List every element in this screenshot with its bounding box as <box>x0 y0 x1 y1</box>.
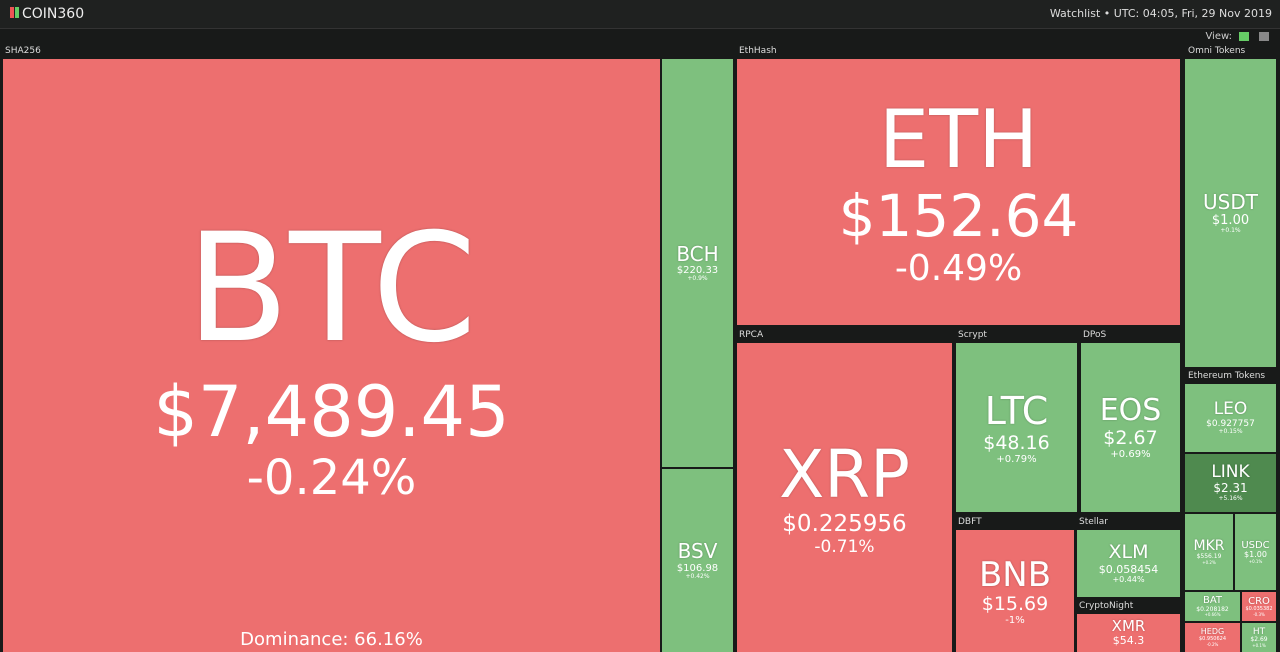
coin-symbol: ETH <box>878 92 1039 186</box>
coin-price: $106.98 <box>676 562 719 574</box>
coin-tile[interactable]: CRO $0.035382 -0.3% <box>1242 592 1276 621</box>
coin-tile[interactable]: BAT $0.208182 +0.66% <box>1185 592 1240 621</box>
coin-change: +0.79% <box>996 453 1037 465</box>
coin-change: +0.69% <box>1110 449 1151 461</box>
coin-change: +0.15% <box>1218 428 1243 436</box>
group-label: Scrypt <box>958 330 987 340</box>
coin-price: $0.058454 <box>1098 562 1159 576</box>
coin-change: -1% <box>1005 615 1025 627</box>
coin-tile[interactable]: USDT $1.00 +0.1% <box>1185 59 1276 367</box>
view-treemap[interactable] <box>1239 32 1249 41</box>
logo[interactable]: COIN360 <box>10 6 84 22</box>
coin-price: $220.33 <box>676 265 719 277</box>
coin-price: $1.00 <box>1244 549 1267 559</box>
group-label: EthHash <box>739 46 777 56</box>
coin-symbol: LTC <box>984 389 1049 433</box>
coin-price: $2.69 <box>1250 635 1268 643</box>
coin-change: +5.16% <box>1218 494 1243 502</box>
coin-symbol: MKR <box>1193 537 1225 554</box>
coin-tile[interactable]: XRP $0.225956 -0.71% <box>737 343 952 652</box>
coin-tile[interactable]: XLM $0.058454 +0.44% <box>1077 530 1180 597</box>
coin-symbol: LINK <box>1211 462 1250 483</box>
coin-tile[interactable]: EOS $2.67 +0.69% <box>1081 343 1180 512</box>
group-label: SHA256 <box>5 46 41 56</box>
coin-price: $0.927757 <box>1206 419 1255 430</box>
coin-tile[interactable]: MKR $556.19 +0.2% <box>1185 514 1233 590</box>
logo-text[interactable]: COIN360 <box>22 6 85 22</box>
coin-symbol: BSV <box>677 539 718 564</box>
coin-price: $0.035382 <box>1245 606 1273 613</box>
status: Watchlist • UTC: 04:05, Fri, 29 Nov 2019 <box>1049 7 1272 20</box>
coin-tile[interactable]: BCH $220.33 +0.9% <box>662 59 733 467</box>
coin-price: $0.208182 <box>1196 605 1229 613</box>
coin-change: -0.3% <box>1253 611 1265 617</box>
coin-symbol: XLM <box>1108 541 1149 564</box>
coin-tile[interactable]: XMR $54.3 <box>1077 614 1180 652</box>
coin-symbol: XRP <box>779 436 910 514</box>
coin-price: $2.67 <box>1103 427 1158 450</box>
coin-price: $15.69 <box>981 592 1049 615</box>
coin-price: $0.225956 <box>782 511 907 538</box>
group-label: Omni Tokens <box>1188 46 1246 56</box>
coin-price: $556.19 <box>1196 553 1222 561</box>
coin-tile[interactable]: LTC $48.16 +0.79% <box>956 343 1077 512</box>
coin-tile[interactable]: ETH $152.64 -0.49% <box>737 59 1180 325</box>
coin-price: $1.00 <box>1211 212 1250 228</box>
coin-symbol: HEDG <box>1200 626 1225 636</box>
group-label: RPCA <box>739 330 764 340</box>
coin-tile[interactable]: BNB $15.69 -1% <box>956 530 1074 652</box>
coin-symbol: BCH <box>676 241 719 266</box>
coin-change: +0.1% <box>1248 558 1263 564</box>
coin-change: -0.2% <box>1206 641 1219 647</box>
coin-change: +0.42% <box>685 572 710 580</box>
group-label: Stellar <box>1079 517 1108 527</box>
coin-change: +0.44% <box>1112 574 1145 584</box>
coin-tile[interactable]: LINK $2.31 +5.16% <box>1185 454 1276 512</box>
coin-symbol: HT <box>1252 626 1266 637</box>
coin-change: -0.24% <box>246 449 417 506</box>
coin-change: +0.2% <box>1202 559 1216 565</box>
coin-change: +0.66% <box>1204 612 1221 618</box>
view-label: View: <box>1205 31 1232 42</box>
coin-symbol: CRO <box>1248 595 1270 607</box>
group-label: CryptoNight <box>1079 601 1134 611</box>
coin-symbol: XMR <box>1111 617 1146 636</box>
coin-change: -0.71% <box>814 536 875 557</box>
coin-tile[interactable]: BSV $106.98 +0.42% <box>662 469 733 652</box>
coin-price: $152.64 <box>838 182 1079 251</box>
coin-symbol: BNB <box>978 554 1052 595</box>
coin-price: $48.16 <box>983 431 1050 454</box>
coin-symbol: EOS <box>1099 393 1162 429</box>
coin-tile[interactable]: USDC $1.00 +0.1% <box>1235 514 1276 590</box>
coin-price: $54.3 <box>1112 634 1145 648</box>
coin-price: $7,489.45 <box>153 371 510 454</box>
coin-symbol: BAT <box>1202 595 1223 607</box>
coin-symbol: LEO <box>1213 399 1248 420</box>
coin-tile[interactable]: BTC $7,489.45 -0.24% Dominance: 66.16% <box>3 59 660 652</box>
coin-tile[interactable]: HT $2.69 +0.1% <box>1242 623 1276 652</box>
group-label: DPoS <box>1083 330 1107 340</box>
dominance: Dominance: 66.16% <box>240 628 423 650</box>
coin-symbol: USDC <box>1241 539 1270 551</box>
coin-change: +0.1% <box>1252 642 1266 648</box>
coin-symbol: BTC <box>186 202 477 377</box>
coin-price: $2.31 <box>1213 481 1248 496</box>
coin-change: +0.1% <box>1220 227 1241 235</box>
view-list[interactable] <box>1259 32 1269 41</box>
coin-change: +0.9% <box>687 275 708 283</box>
coin-price: $0.950624 <box>1198 635 1227 642</box>
top-bar: COIN360 Watchlist • UTC: 04:05, Fri, 29 … <box>0 0 1280 29</box>
group-label: Ethereum Tokens <box>1188 371 1266 381</box>
coin-symbol: USDT <box>1203 190 1258 215</box>
coin-change: -0.49% <box>894 248 1023 290</box>
coin-tile[interactable]: HEDG $0.950624 -0.2% <box>1185 623 1240 652</box>
group-label: DBFT <box>958 517 982 527</box>
coin-tile[interactable]: LEO $0.927757 +0.15% <box>1185 384 1276 452</box>
